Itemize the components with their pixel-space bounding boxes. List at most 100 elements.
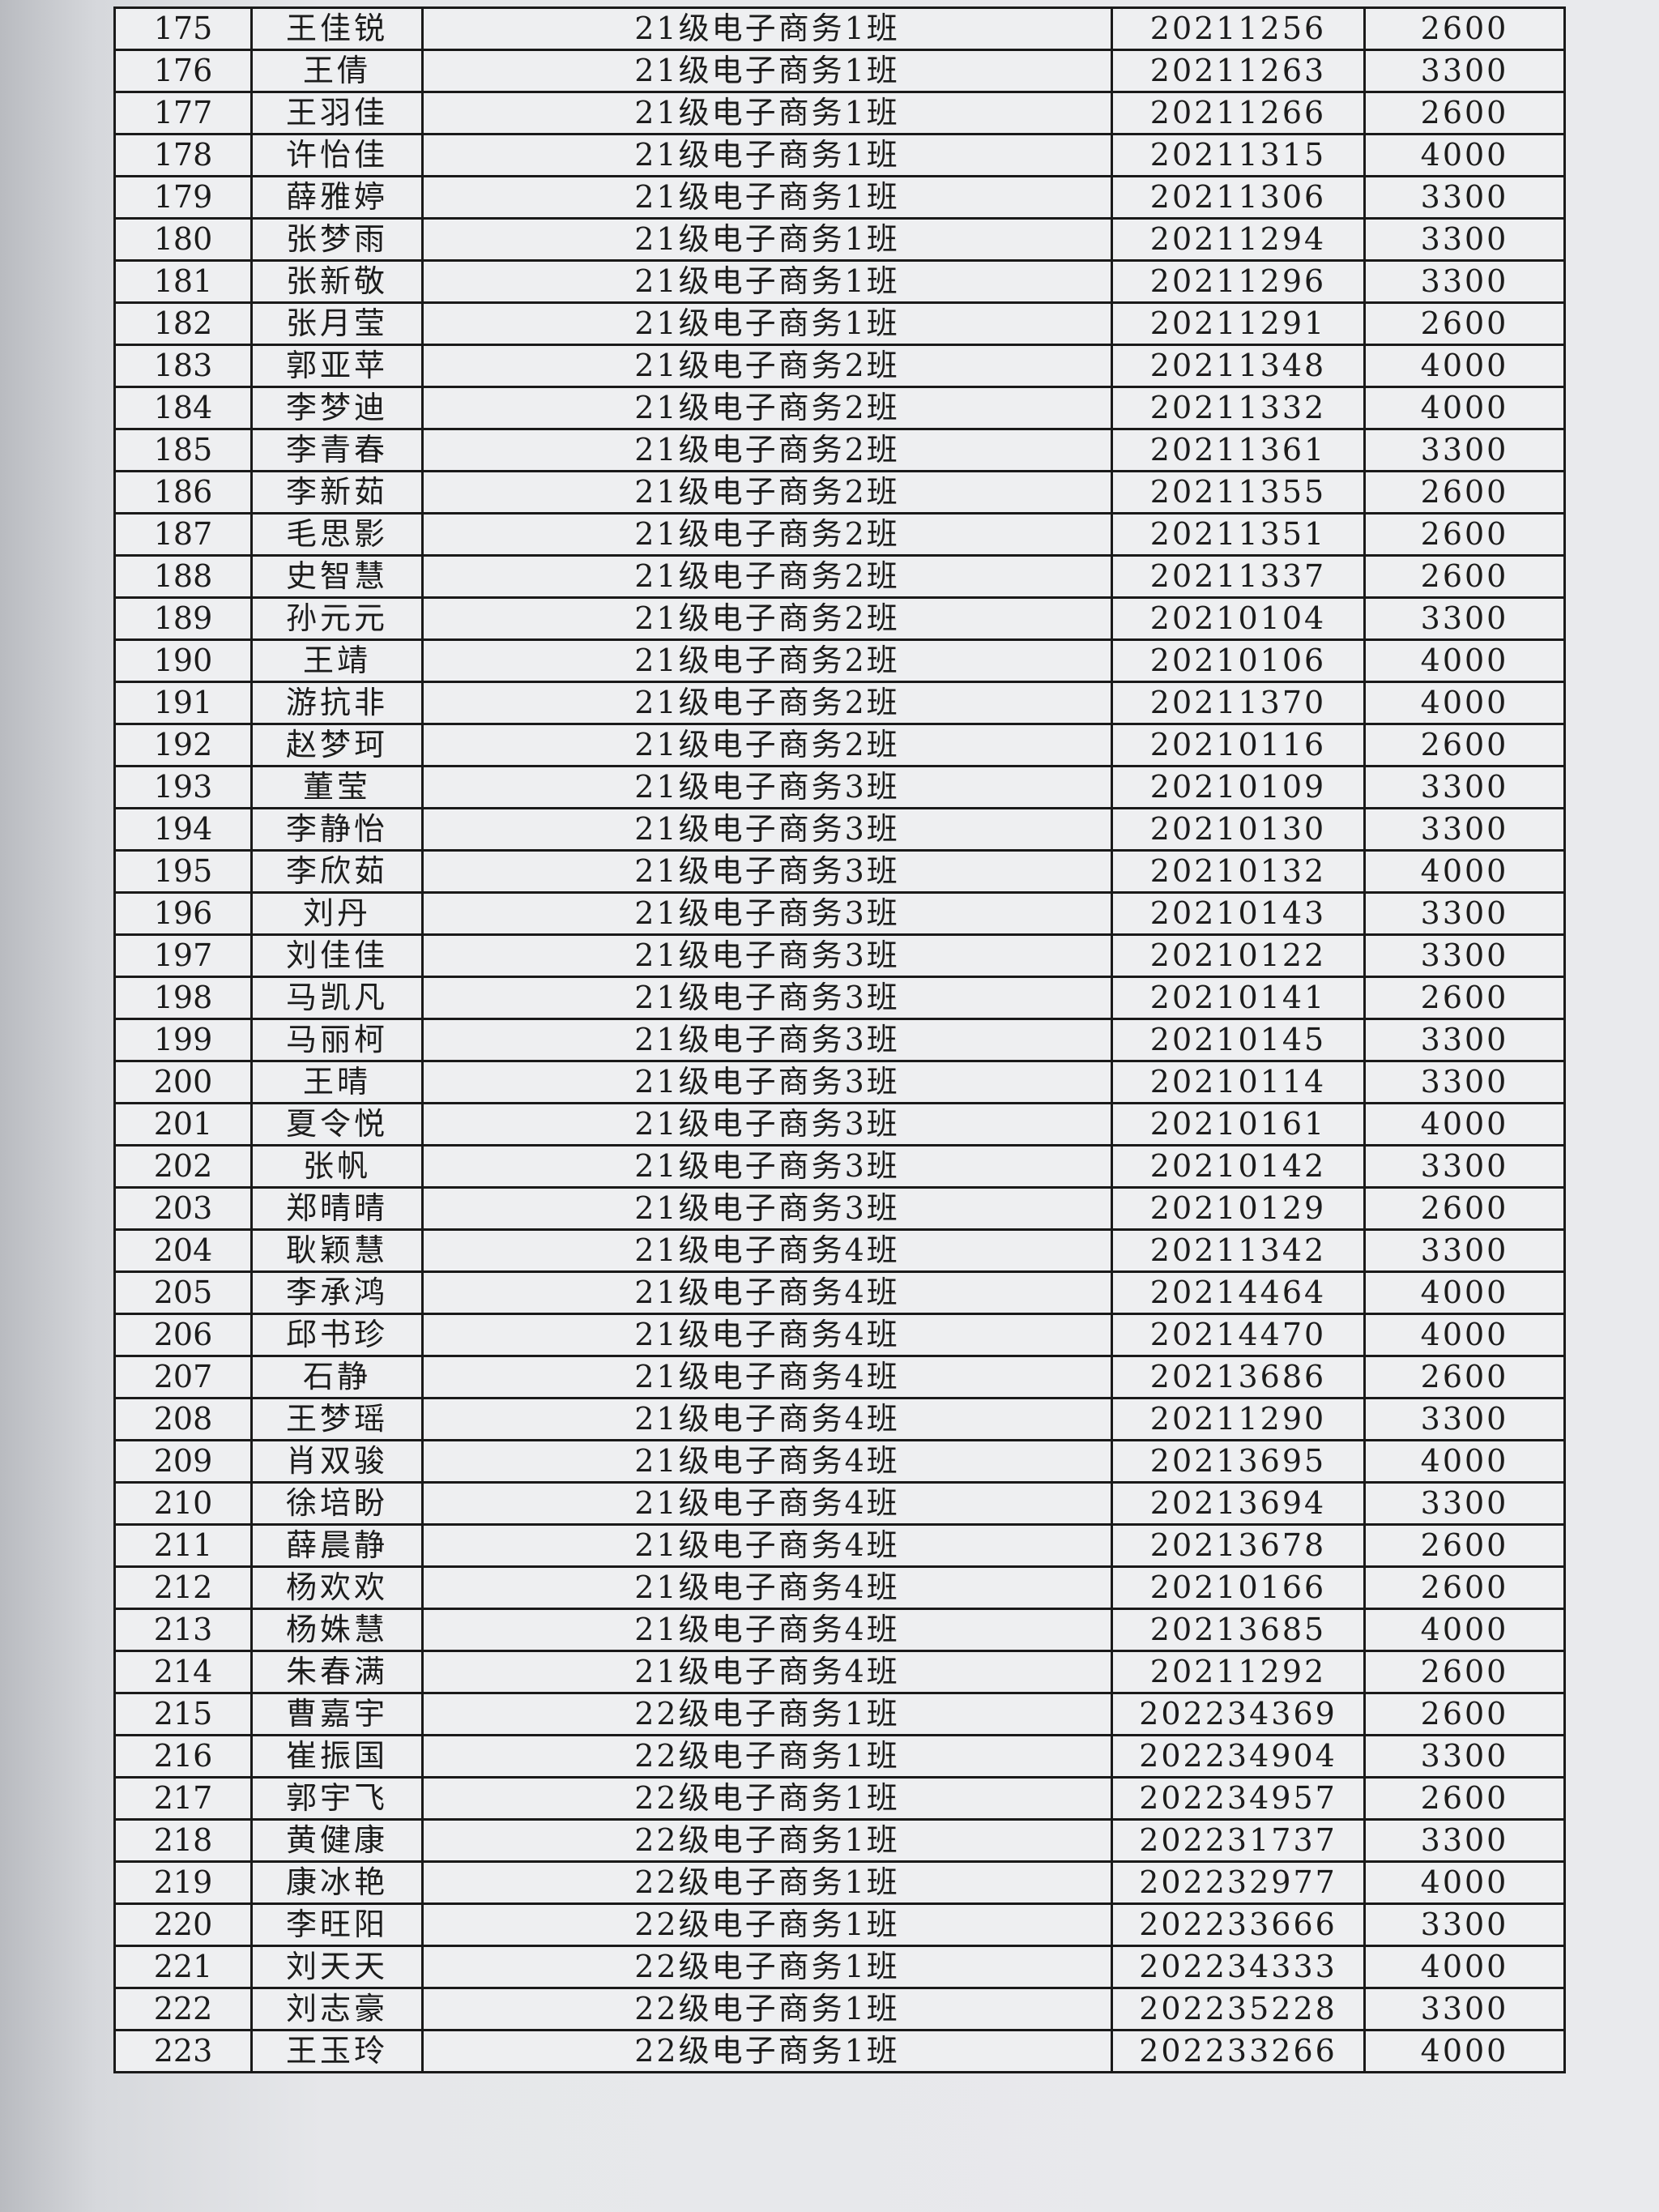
amount: 4000 [1363,1270,1566,1315]
student-id: 20211266 [1111,91,1366,135]
table-row: 182 张月莹 21级电子商务1班 20211291 2600 [113,301,1566,346]
student-id: 20211337 [1111,554,1366,599]
student-name: 刘志豪 [250,1987,424,2031]
row-number: 221 [113,1945,253,1989]
amount: 3300 [1363,1144,1566,1189]
student-id: 202231737 [1111,1818,1366,1863]
amount: 4000 [1363,133,1566,177]
class-name: 21级电子商务4班 [421,1650,1113,1694]
student-id: 20211351 [1111,512,1366,557]
table-row: 180 张梦雨 21级电子商务1班 20211294 3300 [113,217,1566,262]
class-name: 22级电子商务1班 [421,1776,1113,1821]
amount: 4000 [1363,344,1566,388]
class-name: 22级电子商务1班 [421,1860,1113,1905]
table-row: 205 李承鸿 21级电子商务4班 20214464 4000 [113,1270,1566,1315]
student-name: 李承鸿 [250,1270,424,1315]
row-number: 213 [113,1608,253,1652]
student-id: 202235228 [1111,1987,1366,2031]
row-number: 202 [113,1144,253,1189]
student-id: 20210130 [1111,807,1366,852]
amount: 4000 [1363,681,1566,725]
class-name: 21级电子商务4班 [421,1608,1113,1652]
student-name: 黄健康 [250,1818,424,1863]
student-id: 20211315 [1111,133,1366,177]
class-name: 22级电子商务1班 [421,1734,1113,1779]
amount: 3300 [1363,1228,1566,1273]
amount: 4000 [1363,1860,1566,1905]
amount: 3300 [1363,49,1566,93]
row-number: 180 [113,217,253,262]
table-row: 219 康冰艳 22级电子商务1班 202232977 4000 [113,1860,1566,1905]
amount: 4000 [1363,2029,1566,2073]
class-name: 21级电子商务2班 [421,596,1113,641]
class-name: 21级电子商务1班 [421,217,1113,262]
table-row: 199 马丽柯 21级电子商务3班 20210145 3300 [113,1018,1566,1062]
student-id: 20211355 [1111,470,1366,515]
class-name: 21级电子商务2班 [421,470,1113,515]
row-number: 190 [113,638,253,683]
class-name: 21级电子商务2班 [421,428,1113,472]
student-name: 曹嘉宇 [250,1692,424,1736]
student-name: 薛晨静 [250,1523,424,1568]
student-name: 耿颖慧 [250,1228,424,1273]
student-id: 20210109 [1111,765,1366,809]
class-name: 21级电子商务4班 [421,1397,1113,1441]
row-number: 196 [113,891,253,936]
student-id: 20210143 [1111,891,1366,936]
amount: 4000 [1363,638,1566,683]
student-id: 20210142 [1111,1144,1366,1189]
amount: 3300 [1363,259,1566,304]
amount: 4000 [1363,386,1566,430]
class-name: 21级电子商务2班 [421,554,1113,599]
student-name: 王玉玲 [250,2029,424,2073]
student-id: 202233666 [1111,1902,1366,1947]
student-name: 张新敬 [250,259,424,304]
amount: 2600 [1363,1692,1566,1736]
table-row: 221 刘天天 22级电子商务1班 202234333 4000 [113,1945,1566,1989]
row-number: 210 [113,1481,253,1526]
student-name: 李青春 [250,428,424,472]
row-number: 207 [113,1355,253,1399]
student-name: 刘丹 [250,891,424,936]
table-row: 194 李静怡 21级电子商务3班 20210130 3300 [113,807,1566,852]
student-name: 李静怡 [250,807,424,852]
amount: 4000 [1363,849,1566,894]
student-name: 朱春满 [250,1650,424,1694]
table-row: 186 李新茹 21级电子商务2班 20211355 2600 [113,470,1566,515]
class-name: 22级电子商务1班 [421,1987,1113,2031]
row-number: 201 [113,1102,253,1147]
table-row: 204 耿颖慧 21级电子商务4班 20211342 3300 [113,1228,1566,1273]
table: 175 王佳锐 21级电子商务1班 20211256 2600 176 王倩 21级电子商务1… [113,6,1566,2073]
class-name: 21级电子商务3班 [421,849,1113,894]
class-name: 22级电子商务1班 [421,1818,1113,1863]
class-name: 21级电子商务1班 [421,91,1113,135]
student-name: 郭宇飞 [250,1776,424,1821]
student-id: 20211294 [1111,217,1366,262]
student-name: 李梦迪 [250,386,424,430]
amount: 2600 [1363,470,1566,515]
row-number: 223 [113,2029,253,2073]
student-id: 20210132 [1111,849,1366,894]
amount: 4000 [1363,1945,1566,1989]
student-name: 李欣茹 [250,849,424,894]
student-name: 邱书珍 [250,1313,424,1357]
amount: 2600 [1363,554,1566,599]
table-row: 202 张帆 21级电子商务3班 20210142 3300 [113,1144,1566,1189]
student-id: 20214464 [1111,1270,1366,1315]
student-name: 王佳锐 [250,6,424,51]
table-row: 189 孙元元 21级电子商务2班 20210104 3300 [113,596,1566,641]
row-number: 219 [113,1860,253,1905]
student-name: 许怡佳 [250,133,424,177]
amount: 3300 [1363,1060,1566,1104]
row-number: 200 [113,1060,253,1104]
student-name: 崔振国 [250,1734,424,1779]
class-name: 21级电子商务3班 [421,976,1113,1020]
student-id: 202233266 [1111,2029,1366,2073]
student-name: 张梦雨 [250,217,424,262]
table-row: 215 曹嘉宇 22级电子商务1班 202234369 2600 [113,1692,1566,1736]
student-id: 20211342 [1111,1228,1366,1273]
student-id: 20210114 [1111,1060,1366,1104]
row-number: 211 [113,1523,253,1568]
amount: 2600 [1363,1186,1566,1231]
amount: 3300 [1363,891,1566,936]
